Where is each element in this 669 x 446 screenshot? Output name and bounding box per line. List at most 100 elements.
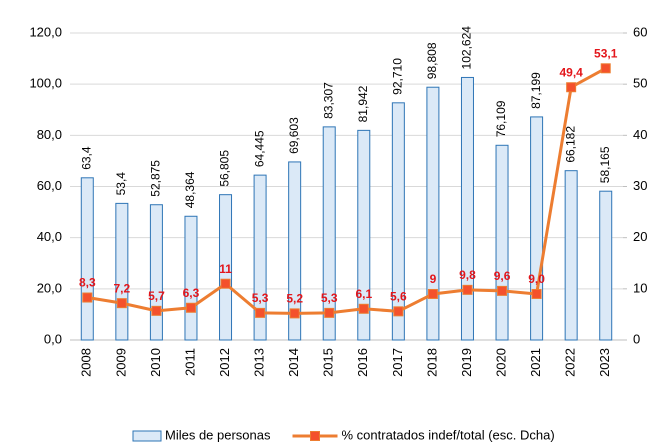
line-marker bbox=[566, 82, 577, 93]
bar-value-label: 102,624 bbox=[460, 26, 474, 70]
line-value-label: 6,3 bbox=[183, 286, 200, 300]
bar bbox=[253, 174, 267, 341]
line-marker bbox=[462, 284, 473, 295]
line-value-label: 7,2 bbox=[114, 281, 131, 295]
bar-value-label: 64,445 bbox=[252, 130, 266, 167]
legend-marker bbox=[310, 431, 320, 441]
line-marker bbox=[324, 307, 335, 318]
x-tick-label: 2014 bbox=[286, 348, 301, 377]
x-tick-label: 2015 bbox=[321, 348, 336, 377]
bar-value-label: 83,307 bbox=[321, 82, 335, 119]
x-tick-label: 2017 bbox=[390, 348, 405, 377]
legend-label: Miles de personas bbox=[165, 427, 271, 442]
bar-value-label: 81,942 bbox=[356, 85, 370, 122]
bar-value-label: 98,808 bbox=[425, 42, 439, 79]
bar-value-label: 52,875 bbox=[149, 160, 163, 197]
bar bbox=[184, 215, 198, 341]
line-marker bbox=[82, 292, 93, 303]
y2-tick-label: 50 bbox=[633, 76, 647, 91]
line-value-label: 9,0 bbox=[528, 272, 545, 286]
bar-value-label: 48,364 bbox=[183, 171, 197, 208]
line-marker bbox=[151, 305, 162, 316]
line-marker bbox=[358, 303, 369, 314]
x-tick-label: 2011 bbox=[182, 348, 197, 376]
line-marker bbox=[427, 288, 438, 299]
x-tick-label: 2009 bbox=[113, 348, 128, 377]
line-value-label: 9,6 bbox=[494, 269, 511, 283]
bar bbox=[564, 170, 578, 341]
bar-value-label: 87,199 bbox=[529, 72, 543, 109]
line-value-label: 53,1 bbox=[594, 46, 618, 60]
x-tick-label: 2020 bbox=[493, 348, 508, 377]
bar-value-label: 92,710 bbox=[391, 58, 405, 95]
y-tick-label: 60,0 bbox=[37, 178, 62, 193]
x-tick-label: 2013 bbox=[252, 348, 267, 377]
bar bbox=[460, 76, 474, 341]
bar-value-label: 53,4 bbox=[114, 172, 128, 196]
x-tick-label: 2023 bbox=[597, 348, 612, 377]
line-value-label: 9 bbox=[430, 272, 437, 286]
x-tick-label: 2022 bbox=[563, 348, 578, 377]
bar bbox=[149, 204, 163, 341]
bar bbox=[391, 102, 405, 341]
bar-value-label: 66,182 bbox=[563, 126, 577, 163]
line-marker bbox=[497, 285, 508, 296]
line-value-label: 5,6 bbox=[390, 290, 407, 304]
line-value-label: 5,2 bbox=[286, 292, 303, 306]
line-value-label: 5,3 bbox=[321, 291, 338, 305]
bar bbox=[599, 190, 613, 341]
bar bbox=[288, 161, 302, 341]
x-tick-label: 2021 bbox=[528, 348, 543, 377]
bar-value-label: 58,165 bbox=[598, 146, 612, 183]
bar bbox=[426, 86, 440, 341]
line-value-label: 49,4 bbox=[559, 65, 583, 79]
line-marker bbox=[255, 307, 266, 318]
line-marker bbox=[220, 278, 231, 289]
bar-value-label: 63,4 bbox=[79, 146, 93, 170]
y2-tick-label: 0 bbox=[633, 331, 640, 346]
bar bbox=[495, 144, 509, 341]
bar-value-label: 69,603 bbox=[287, 117, 301, 154]
line-value-label: 5,3 bbox=[252, 291, 269, 305]
line-marker bbox=[289, 308, 300, 319]
bar bbox=[357, 129, 371, 341]
y-tick-label: 120,0 bbox=[29, 24, 62, 39]
bar-value-label: 76,109 bbox=[494, 100, 508, 137]
y2-tick-label: 60 bbox=[633, 24, 647, 39]
y2-tick-label: 20 bbox=[633, 229, 647, 244]
x-tick-label: 2010 bbox=[148, 348, 163, 377]
x-tick-label: 2019 bbox=[459, 348, 474, 377]
bar bbox=[530, 116, 544, 341]
bar bbox=[322, 126, 336, 341]
line bbox=[87, 66, 607, 315]
y-tick-label: 0,0 bbox=[44, 331, 62, 346]
y-tick-label: 20,0 bbox=[37, 280, 62, 295]
y2-tick-label: 40 bbox=[633, 127, 647, 142]
legend-label: % contratados indef/total (esc. Dcha) bbox=[342, 427, 555, 442]
line-value-label: 9,8 bbox=[459, 268, 476, 282]
line-marker bbox=[185, 302, 196, 313]
x-tick-label: 2016 bbox=[355, 348, 370, 377]
y-tick-label: 40,0 bbox=[37, 229, 62, 244]
x-tick-label: 2008 bbox=[79, 348, 94, 377]
line-value-label: 8,3 bbox=[79, 276, 96, 290]
x-tick-label: 2012 bbox=[217, 348, 232, 377]
line-marker bbox=[531, 288, 542, 299]
y2-tick-label: 30 bbox=[633, 178, 647, 193]
x-tick-label: 2018 bbox=[424, 348, 439, 377]
bar bbox=[219, 194, 233, 341]
bar-value-label: 56,805 bbox=[218, 150, 232, 187]
line-marker bbox=[600, 63, 611, 74]
line-marker bbox=[393, 306, 404, 317]
legend-swatch bbox=[132, 430, 162, 442]
bar bbox=[115, 202, 129, 341]
y2-tick-label: 10 bbox=[633, 280, 647, 295]
line-value-label: 6,1 bbox=[355, 287, 372, 301]
line-value-label: 5,7 bbox=[148, 289, 165, 303]
y-tick-label: 80,0 bbox=[37, 127, 62, 142]
y-tick-label: 100,0 bbox=[29, 76, 62, 91]
bar bbox=[80, 177, 94, 341]
line-marker bbox=[116, 298, 127, 309]
line-value-label: 11 bbox=[219, 262, 232, 276]
